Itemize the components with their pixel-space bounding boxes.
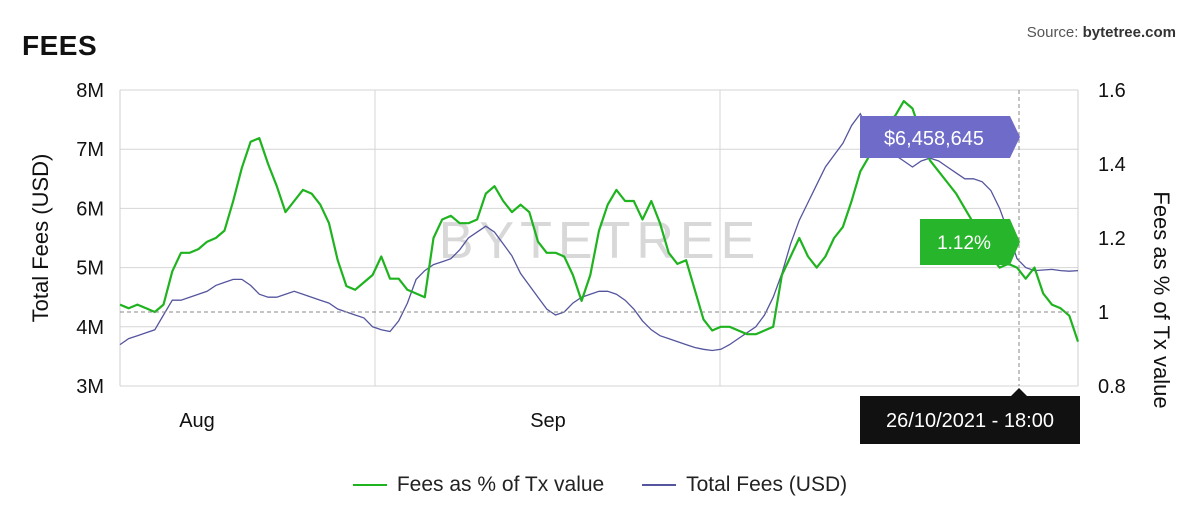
crosshair-overlay: [120, 90, 1078, 386]
watermark: BYTETREE: [439, 212, 762, 270]
legend-item-total-fees[interactable]: Total Fees (USD): [642, 473, 847, 497]
legend-item-fees-pct[interactable]: Fees as % of Tx value: [352, 473, 605, 497]
y-right-axis-title: Fees as % of Tx value: [1149, 191, 1174, 408]
y-left-tick-label: 4M: [76, 317, 104, 339]
y-left-axis-title: Total Fees (USD): [28, 154, 53, 323]
tooltip-date-value: 26/10/2021 - 18:00: [886, 410, 1054, 432]
series-line-total-fees[interactable]: [119, 112, 1079, 352]
axes: 3M 4M 5M 6M 7M 8M 0.8 1 1.2 1.4 1.6 Aug Sep Total Fee…: [28, 80, 1174, 432]
tooltip-pct-box: [920, 219, 1020, 265]
source-name[interactable]: bytetree.com: [1082, 24, 1176, 41]
y-left-tick-label: 6M: [76, 198, 104, 220]
x-tick-label: Sep: [530, 410, 566, 432]
legend-swatch-total-fees: [642, 484, 677, 486]
y-right-tick-label: 1: [1098, 302, 1109, 324]
legend: Fees as % of Tx value Total Fees (USD): [0, 468, 1200, 497]
tooltip-date-box: [860, 388, 1080, 444]
tooltips: $6,458,645 1.12% 26/10/2021 - 18:00: [860, 116, 1080, 444]
legend-label-fees-pct: Fees as % of Tx value: [396, 473, 605, 496]
chart-title: FEES: [22, 30, 98, 61]
source-credit[interactable]: Source: bytetree.com: [1027, 24, 1176, 41]
y-right-tick-label: 1.2: [1098, 228, 1126, 250]
y-right-tick-label: 1.4: [1098, 154, 1126, 176]
tooltip-usd-box: [860, 116, 1020, 158]
y-left-tick-label: 3M: [76, 376, 104, 398]
x-tick-label: Aug: [179, 410, 215, 432]
y-left-tick-label: 5M: [76, 258, 104, 280]
y-right-tick-label: 0.8: [1098, 376, 1126, 398]
tooltip-pct-value: 1.12%: [937, 233, 991, 254]
legend-label-total-fees: Total Fees (USD): [686, 473, 848, 496]
tooltip-usd-value: $6,458,645: [884, 128, 984, 150]
y-left-tick-label: 8M: [76, 80, 104, 102]
source-label: Source:: [1026, 24, 1079, 41]
y-left-tick-label: 7M: [76, 139, 104, 161]
y-right-tick-label: 1.6: [1098, 80, 1126, 102]
legend-swatch-fees-pct: [352, 484, 387, 486]
